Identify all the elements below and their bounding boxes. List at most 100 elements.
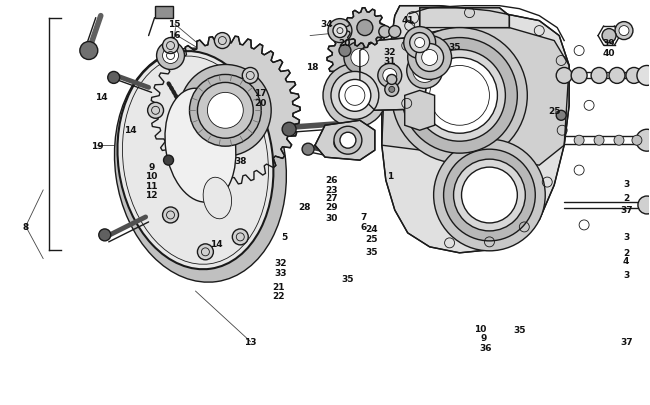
Polygon shape bbox=[382, 6, 569, 253]
Circle shape bbox=[407, 53, 443, 89]
Text: 37: 37 bbox=[620, 337, 632, 346]
Circle shape bbox=[571, 68, 587, 84]
Circle shape bbox=[422, 58, 497, 134]
Polygon shape bbox=[405, 91, 435, 131]
Circle shape bbox=[410, 34, 430, 53]
Text: 24: 24 bbox=[365, 224, 378, 233]
Text: 38: 38 bbox=[235, 157, 247, 166]
Text: 4: 4 bbox=[623, 256, 629, 266]
Polygon shape bbox=[360, 38, 428, 111]
Circle shape bbox=[334, 138, 346, 150]
Text: 30: 30 bbox=[325, 213, 337, 222]
Circle shape bbox=[198, 83, 254, 139]
Text: 3: 3 bbox=[623, 232, 629, 241]
Circle shape bbox=[434, 140, 545, 251]
Circle shape bbox=[339, 45, 351, 58]
Text: 15: 15 bbox=[168, 20, 181, 30]
Circle shape bbox=[619, 27, 629, 36]
Circle shape bbox=[454, 160, 525, 231]
Ellipse shape bbox=[114, 49, 287, 282]
Circle shape bbox=[387, 75, 396, 85]
Circle shape bbox=[416, 45, 443, 72]
Circle shape bbox=[344, 43, 376, 74]
Polygon shape bbox=[382, 28, 569, 166]
Circle shape bbox=[462, 168, 517, 224]
Text: 35: 35 bbox=[513, 325, 526, 334]
Text: 16: 16 bbox=[168, 30, 181, 40]
Circle shape bbox=[632, 136, 642, 146]
Circle shape bbox=[594, 136, 604, 146]
Text: 14: 14 bbox=[124, 126, 137, 134]
Text: 36: 36 bbox=[480, 343, 492, 352]
Circle shape bbox=[408, 36, 452, 80]
Text: 27: 27 bbox=[325, 194, 338, 203]
Circle shape bbox=[340, 133, 356, 149]
Circle shape bbox=[333, 25, 347, 38]
Text: 32: 32 bbox=[384, 48, 396, 57]
Circle shape bbox=[357, 21, 373, 36]
Circle shape bbox=[148, 103, 164, 119]
Text: 5: 5 bbox=[281, 232, 288, 241]
Circle shape bbox=[214, 34, 230, 49]
Circle shape bbox=[556, 111, 566, 121]
Circle shape bbox=[389, 87, 395, 93]
Text: 31: 31 bbox=[384, 57, 396, 66]
Circle shape bbox=[162, 38, 179, 54]
Text: 8: 8 bbox=[23, 222, 29, 231]
Circle shape bbox=[615, 23, 633, 40]
Circle shape bbox=[242, 68, 258, 84]
Text: 2: 2 bbox=[623, 194, 629, 203]
Circle shape bbox=[402, 38, 517, 154]
Text: 12: 12 bbox=[145, 191, 158, 200]
Circle shape bbox=[302, 144, 314, 156]
Text: 14: 14 bbox=[211, 239, 223, 248]
Bar bbox=[155, 6, 172, 19]
Circle shape bbox=[422, 50, 437, 66]
Text: 32: 32 bbox=[275, 258, 287, 268]
Circle shape bbox=[157, 43, 185, 70]
Text: 20: 20 bbox=[338, 38, 350, 47]
Text: 37: 37 bbox=[620, 205, 632, 214]
Text: 29: 29 bbox=[325, 202, 338, 211]
Polygon shape bbox=[420, 9, 510, 28]
Circle shape bbox=[162, 49, 179, 64]
Polygon shape bbox=[345, 9, 385, 49]
Circle shape bbox=[162, 207, 179, 224]
Text: 9: 9 bbox=[480, 333, 487, 342]
Text: 18: 18 bbox=[306, 63, 318, 72]
Text: 17: 17 bbox=[254, 89, 266, 98]
Circle shape bbox=[179, 65, 271, 157]
Text: 26: 26 bbox=[325, 176, 338, 185]
Circle shape bbox=[334, 127, 362, 155]
Text: 40: 40 bbox=[603, 49, 615, 58]
Text: 10: 10 bbox=[145, 172, 157, 181]
Circle shape bbox=[378, 64, 402, 88]
Polygon shape bbox=[151, 36, 300, 185]
Circle shape bbox=[556, 68, 572, 84]
Circle shape bbox=[574, 136, 584, 146]
Text: 6: 6 bbox=[361, 222, 367, 231]
Circle shape bbox=[638, 196, 650, 214]
Circle shape bbox=[367, 27, 383, 43]
Text: 25: 25 bbox=[549, 107, 561, 116]
Text: 41: 41 bbox=[402, 16, 414, 26]
Circle shape bbox=[99, 229, 110, 241]
Circle shape bbox=[413, 60, 437, 83]
Circle shape bbox=[385, 83, 398, 97]
Circle shape bbox=[164, 156, 174, 166]
Text: 1: 1 bbox=[387, 172, 393, 181]
Polygon shape bbox=[315, 121, 375, 161]
Text: 21: 21 bbox=[272, 282, 285, 291]
Circle shape bbox=[392, 28, 527, 164]
Ellipse shape bbox=[165, 89, 236, 202]
Circle shape bbox=[331, 72, 379, 120]
Circle shape bbox=[404, 28, 436, 60]
Circle shape bbox=[232, 229, 248, 245]
Circle shape bbox=[198, 244, 213, 260]
Text: 7: 7 bbox=[361, 212, 367, 221]
Circle shape bbox=[80, 43, 98, 60]
Text: 34: 34 bbox=[320, 20, 333, 30]
Circle shape bbox=[389, 27, 401, 38]
Text: 22: 22 bbox=[272, 292, 285, 301]
Text: 35: 35 bbox=[448, 43, 461, 51]
